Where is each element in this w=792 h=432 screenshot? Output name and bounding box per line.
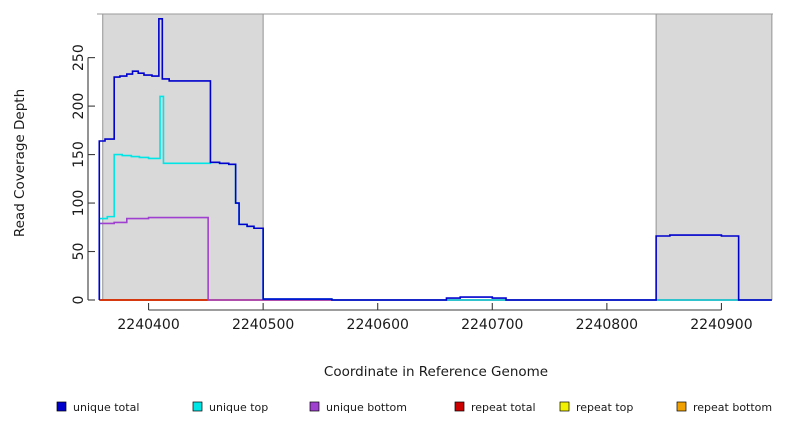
y-tick-label-2: 100 xyxy=(71,190,87,217)
y-tick-label-5: 250 xyxy=(71,44,87,71)
x-tick-label-5: 2240900 xyxy=(690,317,752,333)
legend-label-4: repeat top xyxy=(576,401,633,414)
x-axis: 2240400 2240500 2240600 2240700 2240800 22409… xyxy=(117,303,753,333)
legend-swatch-5 xyxy=(676,401,687,412)
legend-label-5: repeat bottom xyxy=(693,401,772,414)
legend-label-0: unique total xyxy=(73,401,139,414)
legend-swatch-3 xyxy=(454,401,465,412)
x-tick-label-0: 2240400 xyxy=(117,317,179,333)
series-unique-bottom xyxy=(98,216,772,301)
shaded-region-0 xyxy=(102,14,264,300)
legend-label-2: unique bottom xyxy=(326,401,407,414)
x-tick-label-2: 2240600 xyxy=(347,317,409,333)
x-tick-label-3: 2240700 xyxy=(461,317,523,333)
legend-label-3: repeat total xyxy=(471,401,536,414)
y-axis-title: Read Coverage Depth xyxy=(12,89,28,237)
series-unique-total xyxy=(98,18,772,301)
shaded-region-1 xyxy=(656,14,772,300)
y-tick-label-4: 200 xyxy=(71,93,87,120)
legend-swatch-1 xyxy=(192,401,203,412)
y-tick-label-0: 0 xyxy=(71,296,87,305)
chart-legend: unique total unique top unique bottom repea… xyxy=(56,401,772,414)
y-axis: 0 50 100 150 200 250 xyxy=(71,44,95,304)
legend-swatch-4 xyxy=(559,401,570,412)
legend-swatch-2 xyxy=(309,401,320,412)
legend-label-1: unique top xyxy=(209,401,268,414)
series-group xyxy=(98,18,772,301)
x-tick-label-4: 2240800 xyxy=(576,317,638,333)
legend-swatch-0 xyxy=(56,401,67,412)
shaded-repeat-regions xyxy=(102,14,772,300)
y-tick-label-3: 150 xyxy=(71,141,87,168)
x-tick-label-1: 2240500 xyxy=(232,317,294,333)
x-axis-title: Coordinate in Reference Genome xyxy=(324,364,548,380)
y-tick-label-1: 50 xyxy=(71,243,87,261)
